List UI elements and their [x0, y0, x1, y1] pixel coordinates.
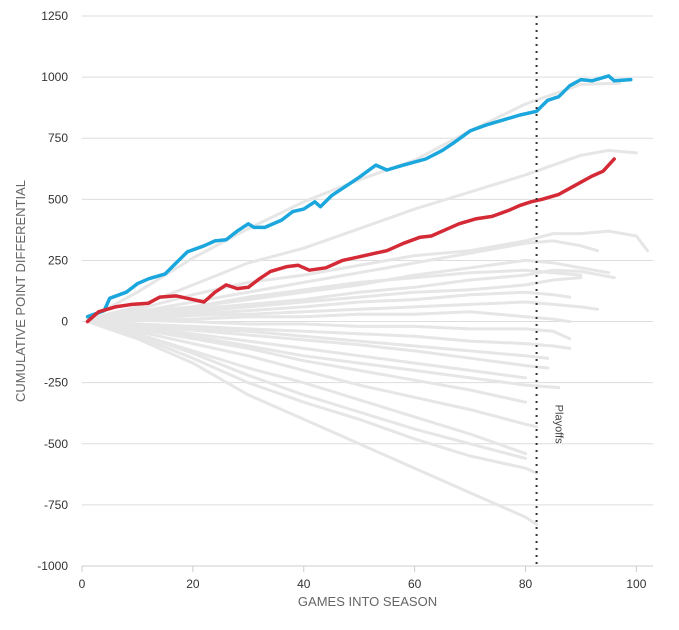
background-series-line	[86, 148, 638, 321]
y-tick-label: -250	[44, 376, 68, 390]
y-axis-tick-labels: -1000 -750 -500 -250 0 250 500 750 1000 1250	[37, 9, 68, 573]
x-tick-label: 60	[408, 577, 422, 591]
highlighted-series-line	[85, 74, 633, 319]
x-axis-tick-labels: 0 20 40 60 80 100	[79, 566, 647, 591]
x-tick-label: 20	[186, 577, 200, 591]
background-series-line	[86, 81, 622, 321]
background-series-line	[86, 268, 616, 322]
background-series-line	[86, 320, 561, 390]
y-tick-label: -1000	[37, 559, 68, 573]
x-tick-label: 100	[626, 577, 646, 591]
x-tick-label: 0	[79, 577, 86, 591]
x-tick-label: 80	[519, 577, 533, 591]
background-series-line	[86, 320, 527, 460]
background-series-line	[86, 229, 649, 322]
y-tick-label: 750	[48, 131, 68, 145]
y-tick-label: -750	[44, 498, 68, 512]
background-series-line	[86, 268, 583, 324]
background-series-line	[86, 318, 572, 341]
background-series-line	[86, 320, 539, 526]
background-series-line	[86, 239, 600, 322]
y-tick-label: 0	[61, 315, 68, 329]
y-tick-label: 500	[48, 192, 68, 206]
y-tick-label: 250	[48, 253, 68, 267]
background-series-line	[86, 320, 539, 429]
x-tick-label: 40	[297, 577, 311, 591]
background-series-line	[86, 320, 550, 370]
y-axis-title: CUMULATIVE POINT DIFFERENTIAL	[13, 180, 28, 402]
y-tick-label: 1250	[41, 9, 68, 23]
y-tick-label: 1000	[41, 70, 68, 84]
background-series-line	[86, 320, 527, 404]
x-axis-title: GAMES INTO SEASON	[298, 594, 437, 609]
background-series-line	[86, 320, 539, 475]
background-series-line	[86, 300, 600, 324]
playoffs-annotation: Playoffs	[553, 405, 565, 444]
background-series-line	[86, 310, 572, 324]
y-tick-label: -500	[44, 437, 68, 451]
highlighted-series-line	[85, 157, 616, 324]
series-lines	[85, 74, 649, 526]
background-series-line	[86, 320, 572, 350]
background-series-line	[86, 276, 583, 324]
